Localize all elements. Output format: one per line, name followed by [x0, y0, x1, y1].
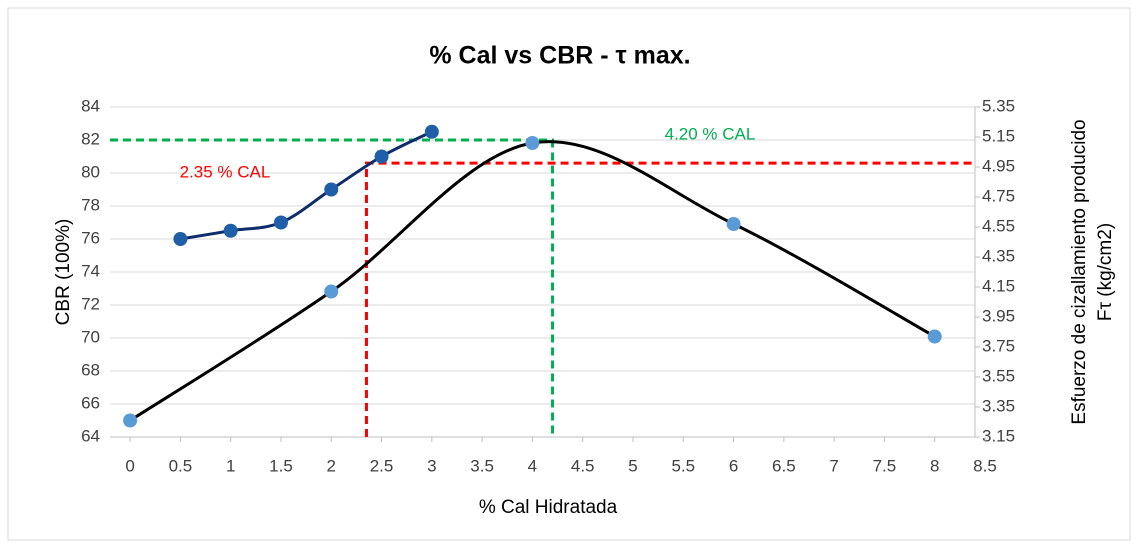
y2-tick-label: 4.75: [982, 186, 1015, 205]
x-tick-label: 7.5: [873, 456, 897, 475]
y2-tick-label: 5.35: [982, 96, 1015, 115]
y-tick-label: 68: [81, 360, 100, 379]
y-tick-label: 70: [81, 327, 100, 346]
x-tick-label: 8.5: [973, 456, 997, 475]
y-tick-label: 84: [81, 96, 100, 115]
x-tick-label: 3.5: [470, 456, 494, 475]
point: [324, 182, 339, 197]
y-tick-label: 72: [81, 294, 100, 313]
y-tick-label: 80: [81, 162, 100, 181]
y2-tick-label: 4.15: [982, 276, 1015, 295]
point: [324, 284, 339, 299]
x-axis-label: % Cal Hidratada: [479, 497, 618, 518]
y2-axis-label: Fτ (kg/cm2): [1095, 223, 1116, 321]
annotation-label: 4.20 % CAL: [665, 124, 756, 143]
y2-tick-label: 3.55: [982, 366, 1015, 385]
point: [424, 124, 439, 139]
annotation-line: [110, 138, 555, 437]
x-tick-label: 8: [930, 456, 939, 475]
y-tick-label: 66: [81, 393, 100, 412]
annotation-label: 2.35 % CAL: [180, 162, 271, 181]
annotation-line: [364, 161, 975, 437]
x-tick-label: 1.5: [269, 456, 293, 475]
x-tick-label: 7: [829, 456, 838, 475]
point: [173, 232, 188, 246]
x-tick-label: 4: [528, 456, 537, 475]
x-tick-label: 2: [327, 456, 336, 475]
x-tick-label: 4.5: [571, 456, 595, 475]
point: [525, 136, 540, 150]
y2-tick-label: 4.35: [982, 246, 1015, 265]
y2-tick-label: 3.35: [982, 396, 1015, 415]
point: [374, 149, 389, 164]
y-tick-label: 82: [81, 129, 100, 148]
x-tick-label: 6: [729, 456, 738, 475]
point: [123, 413, 138, 428]
point: [927, 329, 942, 344]
y-axis-label: CBR (100%): [53, 219, 74, 326]
x-tick-label: 3: [427, 456, 436, 475]
x-tick-label: 6.5: [772, 456, 796, 475]
point: [273, 215, 288, 230]
x-tick-label: 5: [628, 456, 637, 475]
x-tick-label: 0: [125, 456, 134, 475]
y2-tick-label: 4.95: [982, 156, 1015, 175]
y2-tick-label: 3.15: [982, 426, 1015, 445]
y2-tick-label: 4.55: [982, 216, 1015, 235]
x-tick-label: 5.5: [671, 456, 695, 475]
y-tick-label: 76: [81, 228, 100, 247]
point: [726, 217, 741, 231]
chart-border: [7, 7, 1131, 541]
x-tick-label: 0.5: [169, 456, 193, 475]
y2-tick-label: 3.75: [982, 336, 1015, 355]
x-tick-label: 2.5: [370, 456, 394, 475]
chart-title: % Cal vs CBR - τ max.: [429, 42, 690, 70]
point: [223, 223, 238, 238]
y2-tick-label: 5.15: [982, 126, 1015, 145]
y2-axis-label: Esfuerzo de cizallamiento producido: [1069, 119, 1090, 424]
y2-tick-label: 3.95: [982, 306, 1015, 325]
y-tick-label: 64: [81, 426, 100, 445]
y-tick-label: 78: [81, 195, 100, 214]
x-tick-label: 1: [226, 456, 235, 475]
y-tick-label: 74: [81, 261, 100, 280]
